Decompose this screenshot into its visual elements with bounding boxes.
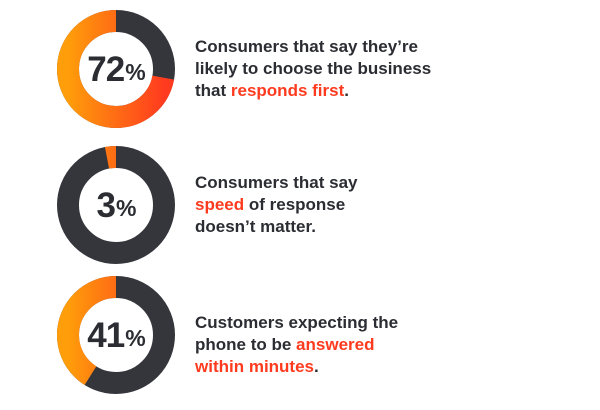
percentage-sign-2: % bbox=[116, 194, 136, 221]
caption-3-line-3-highlight: within minutes bbox=[195, 357, 314, 376]
caption-1-highlight: responds first bbox=[230, 81, 345, 100]
percentage-label-1: 72 % bbox=[55, 8, 177, 130]
caption-3-line-3-suffix: . bbox=[314, 357, 319, 376]
percentage-label-3: 41 % bbox=[55, 274, 177, 396]
caption-2-line-1: Consumers that say bbox=[195, 173, 358, 192]
percentage-sign-3: % bbox=[125, 324, 145, 351]
donut-highlight-slice-3 bbox=[57, 276, 175, 394]
stat-caption-2: Consumers that say speed of response doe… bbox=[195, 172, 475, 238]
percentage-value-2: 3 bbox=[96, 185, 116, 225]
caption-1-line-3-prefix: that bbox=[195, 81, 231, 100]
donut-chart-2: 3 % bbox=[55, 144, 177, 266]
donut-svg-1 bbox=[57, 10, 175, 128]
donut-svg-3 bbox=[57, 276, 175, 394]
caption-1-line-2: likely to choose the business bbox=[195, 59, 432, 78]
donut-highlight-slice-1 bbox=[57, 10, 175, 128]
caption-1-line-1: Consumers that say they’re bbox=[195, 37, 418, 56]
caption-3-line-2-prefix: phone to be bbox=[195, 335, 297, 354]
caption-1-line-3: that responds first. bbox=[195, 80, 475, 102]
donut-highlight-slice-2 bbox=[57, 146, 175, 264]
caption-2-line-3: doesn’t matter. bbox=[195, 217, 316, 236]
stat-row-3: 41 % Customers expecting the phone to be… bbox=[0, 272, 600, 402]
stat-row-1: 72 % Consumers that say they’re likely t… bbox=[0, 6, 600, 136]
percentage-sign-1: % bbox=[125, 58, 145, 85]
caption-2-highlight: speed bbox=[195, 195, 245, 214]
stat-caption-3: Customers expecting the phone to be answ… bbox=[195, 312, 475, 378]
caption-2-line-2-suffix: of response bbox=[244, 195, 346, 214]
stat-row-2: 3 % Consumers that say speed of response… bbox=[0, 142, 600, 272]
stat-caption-1: Consumers that say they’re likely to cho… bbox=[195, 36, 475, 102]
caption-3-line-1: Customers expecting the bbox=[195, 313, 399, 332]
caption-2-line-2: speed of response bbox=[195, 194, 475, 216]
donut-chart-1: 72 % bbox=[55, 8, 177, 130]
caption-3-line-2: phone to be answered bbox=[195, 334, 475, 356]
percentage-label-2: 3 % bbox=[55, 144, 177, 266]
caption-1-line-3-suffix: . bbox=[344, 81, 349, 100]
caption-3-line-3: within minutes. bbox=[195, 356, 475, 378]
percentage-value-1: 72 bbox=[87, 49, 125, 89]
donut-svg-2 bbox=[57, 146, 175, 264]
percentage-value-3: 41 bbox=[87, 315, 125, 355]
donut-chart-3: 41 % bbox=[55, 274, 177, 396]
caption-3-highlight: answered bbox=[296, 335, 375, 354]
